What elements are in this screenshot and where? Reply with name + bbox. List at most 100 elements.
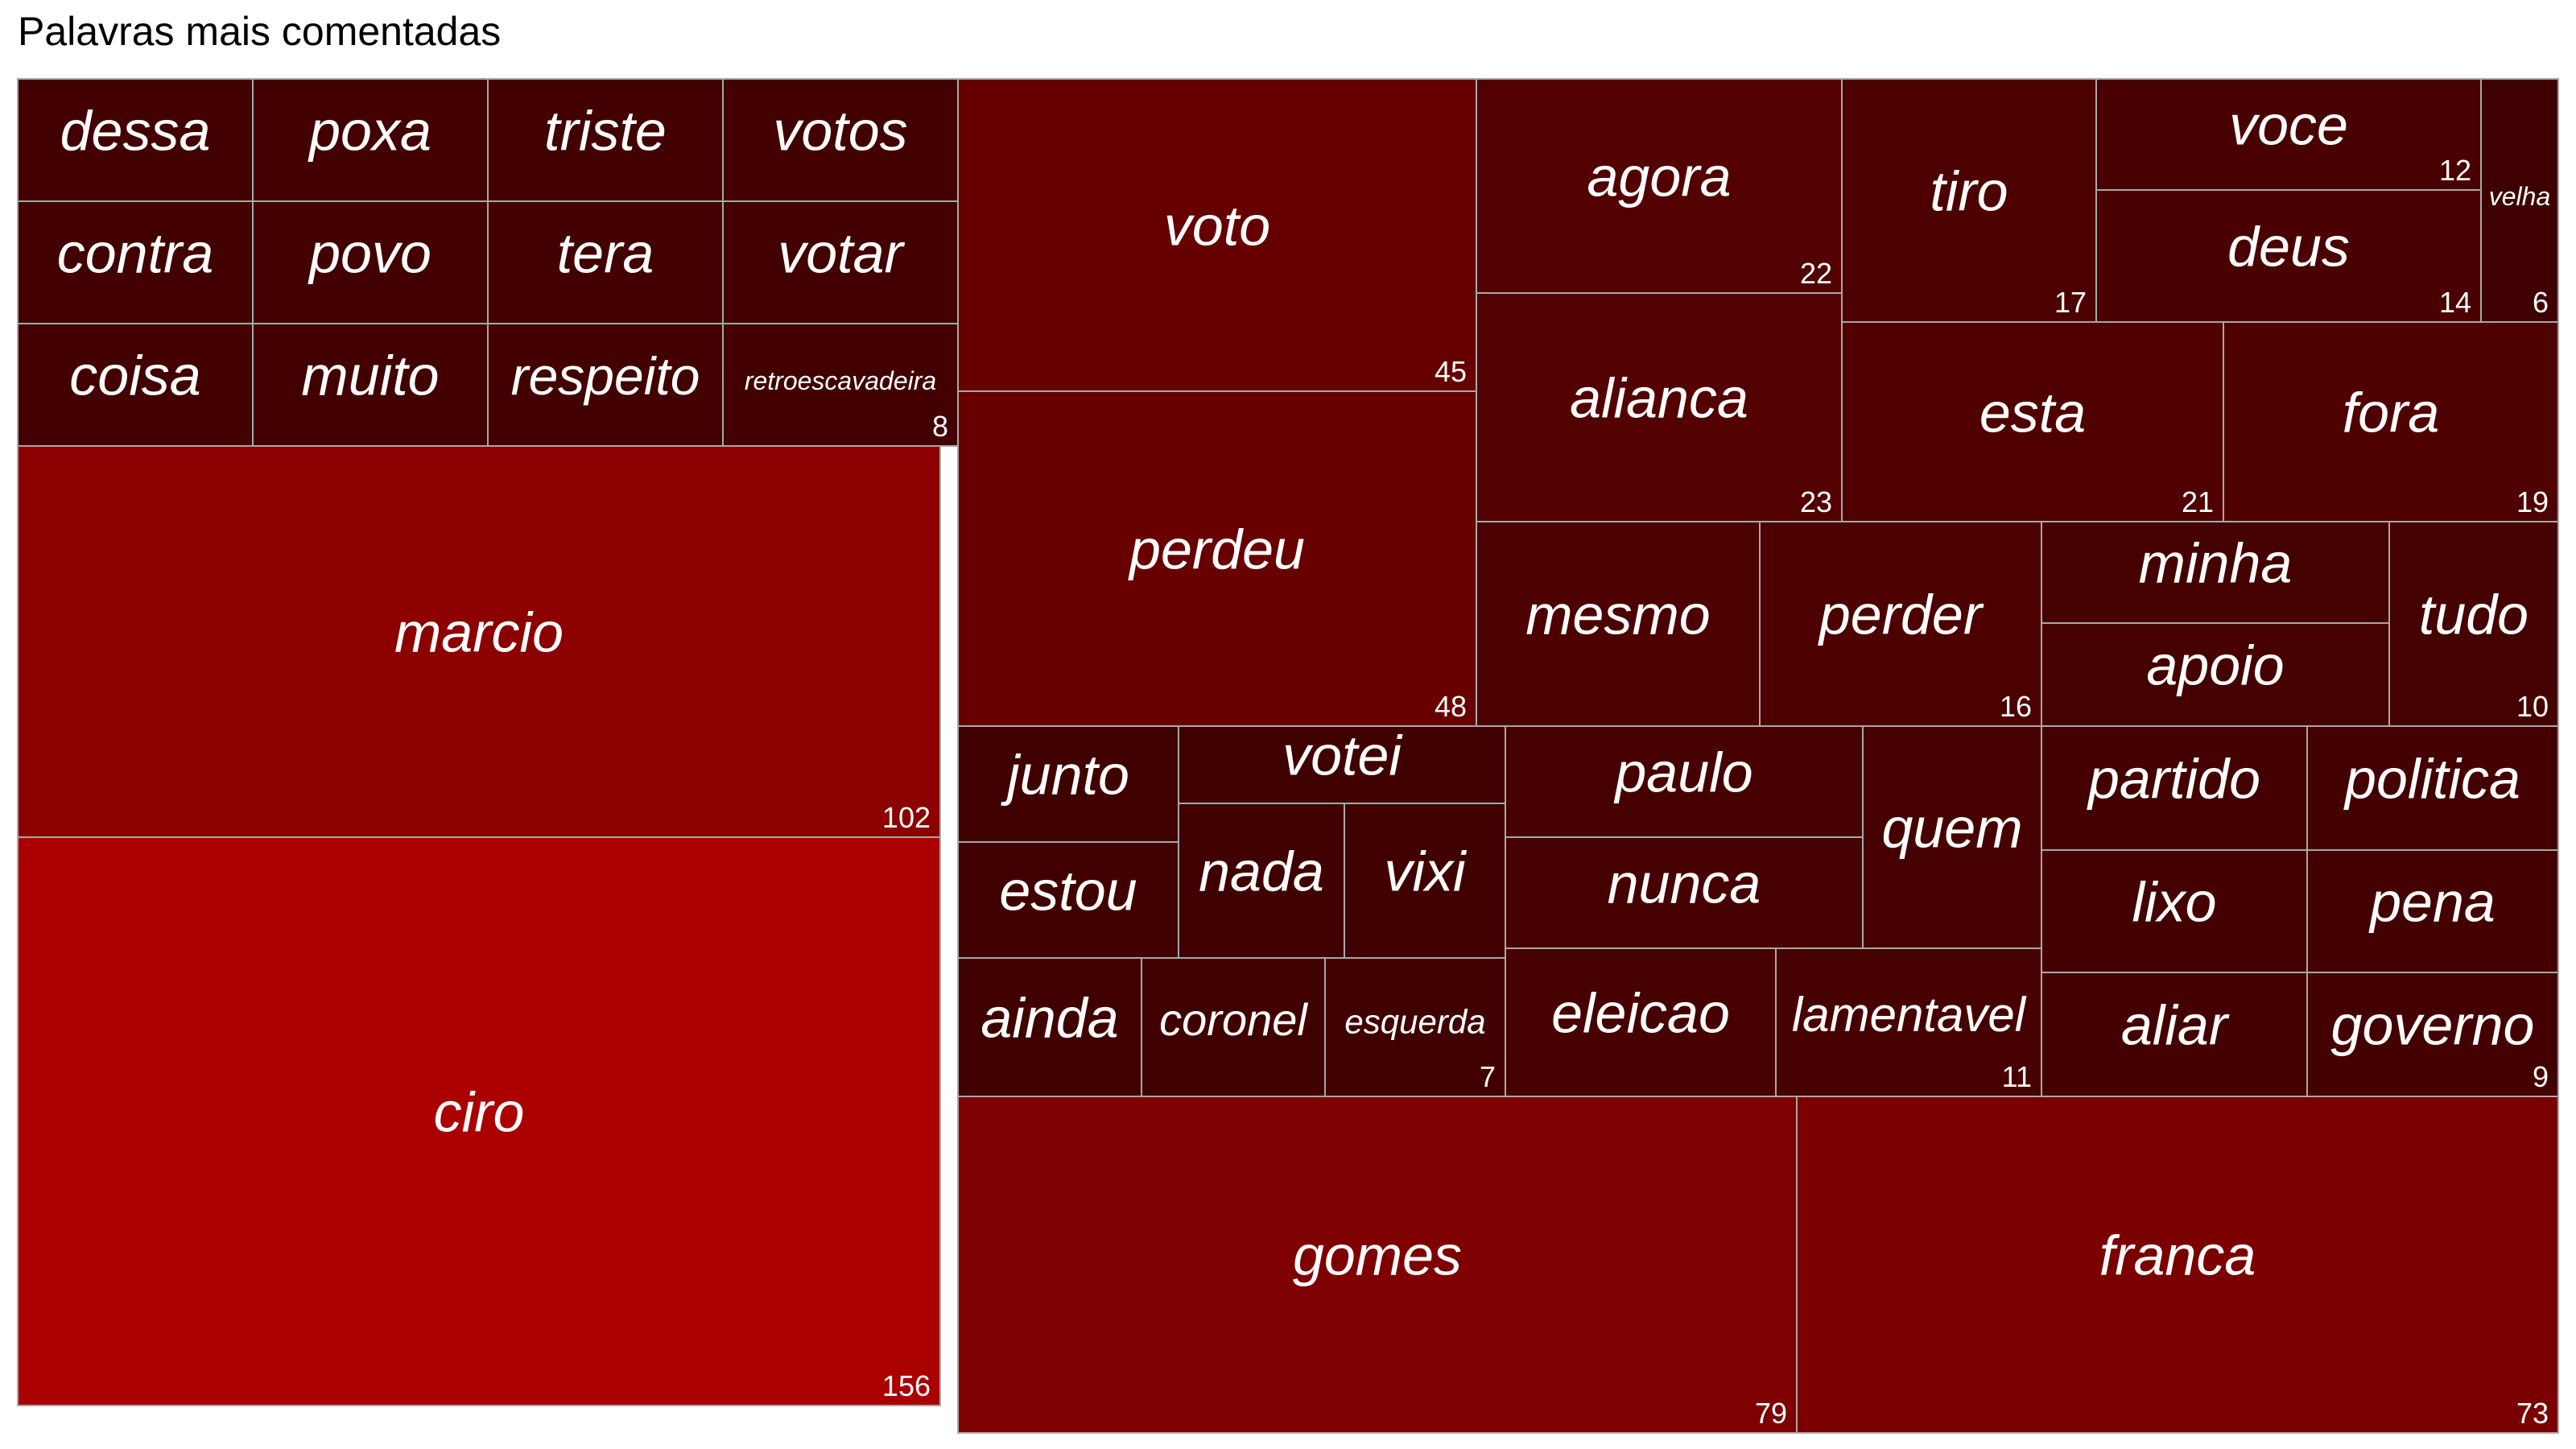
tile-partido: partido xyxy=(2041,725,2308,851)
tile-word-governo: governo xyxy=(2331,994,2535,1057)
tile-rect-tudo xyxy=(2388,521,2559,727)
tile-rect-lixo xyxy=(2041,849,2308,973)
tile-word-partido: partido xyxy=(2087,748,2260,811)
tile-word-deus: deus xyxy=(2227,216,2350,279)
tile-lixo: lixo xyxy=(2041,849,2308,973)
tile-coisa: coisa xyxy=(17,323,254,447)
tile-rect-votos xyxy=(722,78,959,202)
tile-word-aliar: aliar xyxy=(2121,994,2230,1057)
tile-rect-apoio xyxy=(2041,622,2390,727)
tile-word-coisa: coisa xyxy=(69,345,200,407)
tile-rect-tiro xyxy=(1841,78,2097,323)
tile-ciro: ciro 156 xyxy=(17,836,941,1406)
tile-word-alianca: alianca xyxy=(1570,367,1748,430)
tile-rect-franca xyxy=(1796,1096,2559,1434)
tile-word-perder: perder xyxy=(1818,584,1984,646)
tile-count-alianca: 23 xyxy=(1800,485,1832,518)
tile-count-tiro: 17 xyxy=(2054,286,2087,319)
tile-count-ciro: 156 xyxy=(882,1369,931,1402)
tile-word-lixo: lixo xyxy=(2132,871,2216,934)
tile-retroescavadeira: retroescavadeira 8 xyxy=(722,323,959,447)
tile-count-voce: 12 xyxy=(2439,154,2471,187)
tile-contra: contra xyxy=(17,200,254,324)
tile-word-mesmo: mesmo xyxy=(1525,584,1710,646)
tile-rect-pena xyxy=(2306,849,2559,973)
tile-rect-nunca xyxy=(1505,836,1864,949)
tile-mesmo: mesmo xyxy=(1476,521,1761,727)
tile-word-perdeu: perdeu xyxy=(1128,518,1305,581)
tile-tudo: tudo 10 xyxy=(2388,521,2559,727)
tile-coronel: coronel xyxy=(1141,957,1326,1097)
tile-count-gomes: 79 xyxy=(1755,1397,1787,1430)
tile-respeito: respeito xyxy=(487,323,724,447)
tile-rect-quem xyxy=(1862,725,2042,949)
tile-minha: minha xyxy=(2041,521,2390,624)
tile-count-esquerda: 7 xyxy=(1480,1060,1496,1093)
tile-count-perdeu: 48 xyxy=(1435,690,1467,723)
tile-word-voto: voto xyxy=(1164,195,1270,258)
tile-word-esta: esta xyxy=(1979,382,2086,444)
tile-word-junto: junto xyxy=(1001,744,1129,807)
tile-tiro: tiro 17 xyxy=(1841,78,2097,323)
tile-word-ainda: ainda xyxy=(980,987,1118,1050)
tile-marcio: marcio 102 xyxy=(17,445,941,838)
tile-gomes: gomes 79 xyxy=(957,1096,1798,1434)
tile-rect-esta xyxy=(1841,321,2224,522)
tile-word-contra: contra xyxy=(57,222,214,285)
tile-word-politica: politica xyxy=(2343,748,2520,811)
tile-lamentavel: lamentavel 11 xyxy=(1775,947,2042,1097)
tile-count-retroescavadeira: 8 xyxy=(932,410,948,443)
tile-rect-muito xyxy=(252,323,489,447)
tile-word-votar: votar xyxy=(778,222,905,285)
tile-rect-deus xyxy=(2095,189,2482,323)
tile-voce: voce 12 xyxy=(2095,78,2482,191)
tile-rect-partido xyxy=(2041,725,2308,851)
tile-word-lamentavel: lamentavel xyxy=(1792,988,2027,1042)
tile-perdeu: perdeu 48 xyxy=(957,390,1477,727)
tile-estou: estou xyxy=(957,841,1179,959)
tile-rect-voto xyxy=(957,78,1477,392)
tile-word-tiro: tiro xyxy=(1930,160,2008,223)
tile-perder: perder 16 xyxy=(1759,521,2042,727)
tile-word-muito: muito xyxy=(301,345,439,407)
tile-rect-coisa xyxy=(17,323,254,447)
tile-franca: franca 73 xyxy=(1796,1096,2559,1434)
tile-muito: muito xyxy=(252,323,489,447)
tile-word-tera: tera xyxy=(557,222,654,285)
tile-povo: povo xyxy=(252,200,489,324)
tile-rect-lamentavel xyxy=(1775,947,2042,1097)
tile-rect-ainda xyxy=(957,957,1142,1097)
tile-quem: quem xyxy=(1862,725,2042,949)
tile-count-agora: 22 xyxy=(1800,257,1832,290)
tile-word-fora: fora xyxy=(2343,382,2440,444)
tile-word-eleicao: eleicao xyxy=(1551,982,1730,1045)
tile-word-velha: velha xyxy=(2489,182,2551,211)
tile-rect-dessa xyxy=(17,78,254,202)
tile-word-povo: povo xyxy=(308,222,431,285)
tile-rect-governo xyxy=(2306,972,2559,1097)
tile-rect-contra xyxy=(17,200,254,324)
tile-rect-vixi xyxy=(1344,803,1506,959)
tile-word-voce: voce xyxy=(2229,94,2348,157)
tile-word-retroescavadeira: retroescavadeira xyxy=(745,366,936,395)
tile-velha: velha 6 xyxy=(2480,78,2559,323)
tile-word-votos: votos xyxy=(773,100,907,163)
tile-word-quem: quem xyxy=(1881,797,2022,860)
tile-esquerda: esquerda 7 xyxy=(1324,957,1506,1097)
tile-pena: pena xyxy=(2306,849,2559,973)
tile-word-estou: estou xyxy=(999,860,1137,923)
tile-word-esquerda: esquerda xyxy=(1344,1003,1485,1041)
tile-rect-estou xyxy=(957,841,1179,959)
tile-dessa: dessa xyxy=(17,78,254,202)
tile-rect-minha xyxy=(2041,521,2390,624)
tile-word-nunca: nunca xyxy=(1608,852,1761,915)
tile-count-fora: 19 xyxy=(2516,485,2549,518)
tile-word-coronel: coronel xyxy=(1159,994,1308,1045)
tile-votei: votei xyxy=(1178,724,1506,804)
tile-agora: agora 22 xyxy=(1476,78,1843,294)
tile-count-deus: 14 xyxy=(2439,286,2471,319)
tile-count-voto: 45 xyxy=(1435,355,1467,388)
tile-word-respeito: respeito xyxy=(511,346,700,406)
